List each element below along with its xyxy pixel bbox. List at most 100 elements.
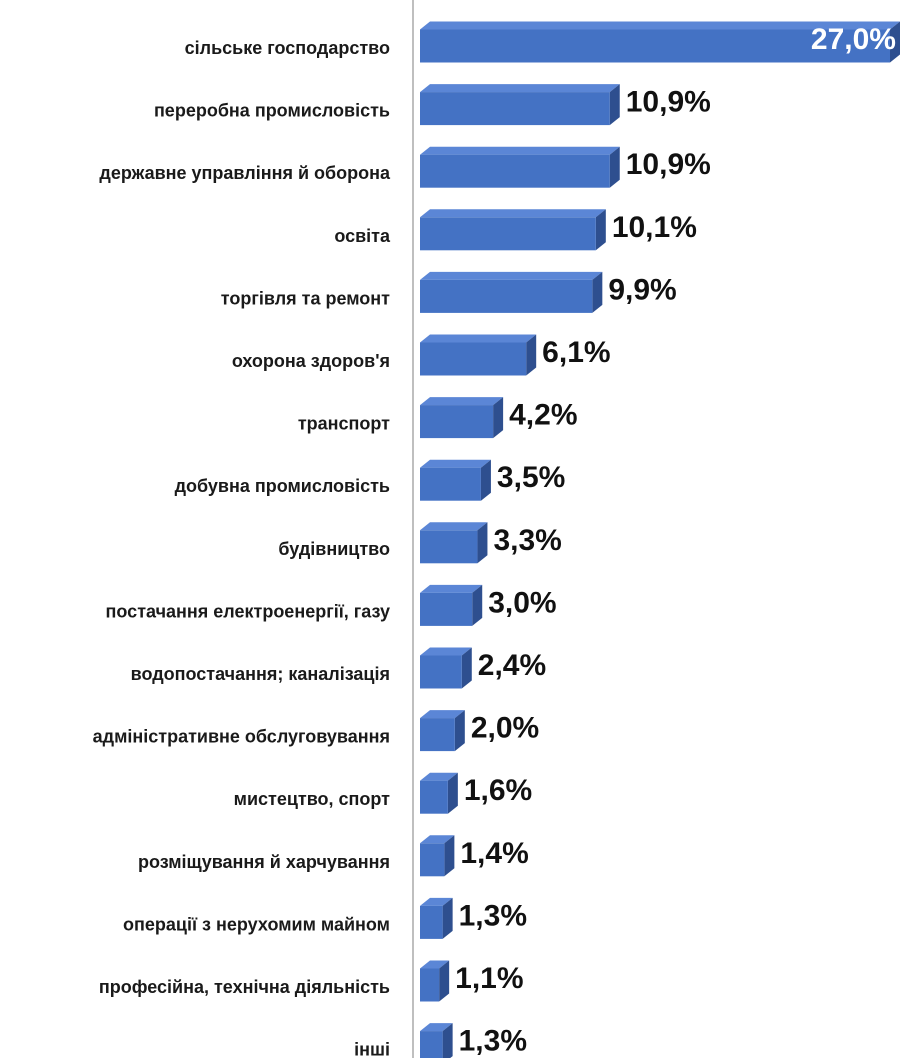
category-label: водопостачання; каналізація <box>131 664 390 684</box>
bar-group <box>420 772 458 814</box>
value-label: 1,4% <box>460 837 528 870</box>
value-label: 6,1% <box>542 336 610 369</box>
bar-side-face <box>442 897 453 939</box>
bar-top-face <box>420 897 453 906</box>
bar <box>420 718 455 752</box>
bar <box>420 29 890 63</box>
bar-top-face <box>420 835 455 844</box>
bar-side-face <box>477 522 488 564</box>
bar-side-face <box>526 334 537 376</box>
bar-top-face <box>420 21 900 30</box>
bar <box>420 843 445 877</box>
bar <box>420 279 593 313</box>
bar-group <box>420 334 537 376</box>
bar <box>420 530 478 564</box>
value-label: 4,2% <box>509 399 577 432</box>
value-label: 3,3% <box>493 524 561 557</box>
bar-side-face <box>439 960 450 1002</box>
bar-top-face <box>420 710 465 719</box>
bar-side-face <box>890 21 900 63</box>
bar-group <box>420 835 455 877</box>
bar-group <box>420 84 620 126</box>
category-label: добувна промисловість <box>175 476 390 496</box>
value-label: 10,9% <box>626 148 711 181</box>
bar-group <box>420 584 483 626</box>
bar-group <box>420 459 491 501</box>
bar-side-face <box>472 584 483 626</box>
value-label: 3,5% <box>497 461 565 494</box>
category-label: переробна промисловість <box>154 101 390 121</box>
bar-side-face <box>493 397 504 439</box>
value-label: 9,9% <box>608 273 676 306</box>
bar-side-face <box>480 459 491 501</box>
category-label: мистецтво, спорт <box>234 789 391 809</box>
bar-group <box>420 710 465 752</box>
value-label: 27,0% <box>811 23 896 56</box>
category-label: будівництво <box>278 539 390 559</box>
bar <box>420 342 527 376</box>
bar <box>420 154 610 188</box>
category-label: транспорт <box>298 414 390 434</box>
category-label: освіта <box>334 226 391 246</box>
bar-group <box>420 647 472 689</box>
category-label: постачання електроенергії, газу <box>106 601 390 621</box>
value-label: 10,1% <box>612 211 697 244</box>
bar <box>420 655 462 689</box>
bar <box>420 1031 443 1058</box>
bar <box>420 968 440 1002</box>
value-label: 2,4% <box>478 649 546 682</box>
bar-top-face <box>420 522 488 531</box>
bar-group <box>420 897 453 939</box>
category-label: торгівля та ремонт <box>221 288 390 308</box>
bar-top-face <box>420 772 458 781</box>
bar-side-face <box>461 647 472 689</box>
bar-top-face <box>420 1023 453 1032</box>
bar-side-face <box>447 772 458 814</box>
bar <box>420 405 494 439</box>
category-label: операції з нерухомим майном <box>123 914 390 934</box>
value-label: 1,3% <box>459 899 527 932</box>
value-label: 3,0% <box>488 586 556 619</box>
value-label: 2,0% <box>471 712 539 745</box>
bar-top-face <box>420 146 620 155</box>
bar-group <box>420 209 606 251</box>
bar-side-face <box>609 146 620 188</box>
bar-group <box>420 21 900 63</box>
value-label: 1,6% <box>464 774 532 807</box>
bar-top-face <box>420 271 603 280</box>
category-label: професійна, технічна діяльність <box>99 977 390 997</box>
bar-top-face <box>420 960 450 969</box>
bar-top-face <box>420 334 537 343</box>
bar-side-face <box>592 271 603 313</box>
bar-group <box>420 146 620 188</box>
value-label: 1,1% <box>455 962 523 995</box>
category-label: інші <box>354 1040 390 1058</box>
category-label: адміністративне обслуговування <box>93 727 390 747</box>
category-label: розміщування й харчування <box>138 852 390 872</box>
bar-top-face <box>420 647 472 656</box>
bar-side-face <box>454 710 465 752</box>
bar-group <box>420 271 603 313</box>
bar-side-face <box>444 835 455 877</box>
bar-group <box>420 960 450 1002</box>
bar-top-face <box>420 397 504 406</box>
value-label: 10,9% <box>626 86 711 119</box>
bar <box>420 217 596 251</box>
bar <box>420 92 610 126</box>
bar <box>420 780 448 814</box>
bar-top-face <box>420 459 491 468</box>
bar-top-face <box>420 584 483 593</box>
bar <box>420 592 473 626</box>
bar-top-face <box>420 209 606 218</box>
category-label: охорона здоров'я <box>232 351 390 371</box>
bar-group <box>420 397 504 439</box>
bar-top-face <box>420 84 620 93</box>
bar-group <box>420 522 488 564</box>
bar <box>420 905 443 939</box>
bar <box>420 467 481 501</box>
category-label: державне управління й оборона <box>99 163 391 183</box>
bar-side-face <box>442 1023 453 1058</box>
bar-side-face <box>595 209 606 251</box>
